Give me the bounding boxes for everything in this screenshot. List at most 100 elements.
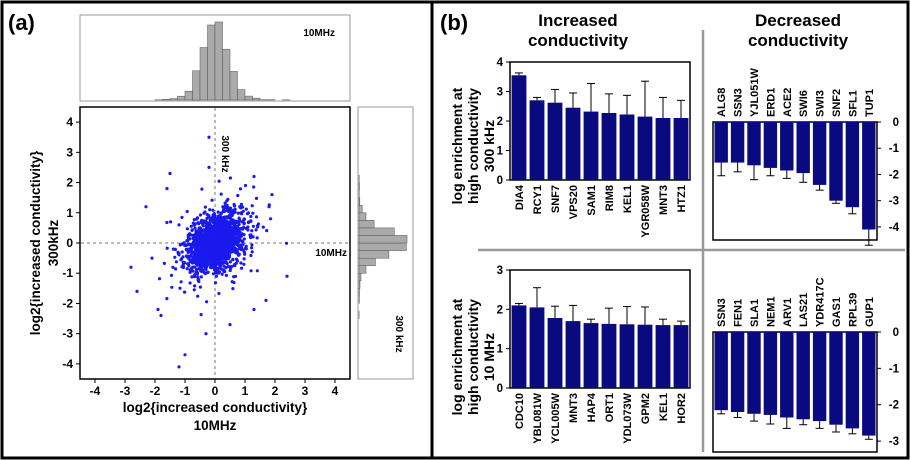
bar-chart-1: 0 1 2 3 4 DIA4 RCY1 SNF7 VPS20 SAM1 RIM8 KEL1 YGR058… [497,57,691,238]
scatter-point [220,216,224,220]
scatter-point [207,231,211,235]
scatter-point [209,219,213,223]
scatter-point [254,228,258,232]
scatter-point [199,313,203,317]
bar-category-label: NEM1 [765,296,777,327]
scatter-point [221,205,225,209]
bar-category-label: SSN3 [733,88,745,117]
scatter-point [220,234,224,239]
top-histogram [154,21,291,101]
top-histogram-label: 10MHz [303,28,335,39]
scatter-point [247,220,251,224]
scatter-point [197,262,201,266]
bar-category-label: YGR058W [640,184,652,237]
scatter-points [129,135,289,369]
scatter-point [233,230,237,235]
scatter-point [216,269,220,273]
scatter-point [223,230,227,235]
scatter-point [244,244,248,248]
bar-y-tick-label: -4 [889,222,900,234]
scatter-point [249,214,253,219]
bar [637,116,653,180]
scatter-point [171,265,175,269]
scatter-point [185,227,189,231]
bar [547,318,563,388]
scatter-point [223,238,227,242]
scatter-point [185,255,189,259]
bar [714,332,728,411]
scatter-point [227,229,231,233]
row-label-bottom-line2: high conductivity [465,299,481,415]
scatter-point [230,280,234,284]
top-histogram-bin [162,99,171,101]
scatter-point [204,332,208,336]
bar-y-tick-label: 0 [497,383,503,395]
scatter-point [229,217,233,221]
scatter-point [196,241,200,245]
scatter-point [250,246,254,250]
scatter-point [193,226,197,230]
bar-category-label: ACE2 [782,88,794,117]
bar [637,324,653,388]
x-tick-label: -3 [120,384,131,398]
bar-category-label: RIM8 [604,185,616,211]
scatter-point [214,249,219,253]
scatter-point [226,250,230,254]
scatter-point [203,210,207,214]
top-histogram-bin [237,89,246,101]
row-label-top-line1: log enrichment at [449,87,465,204]
scatter-point [184,247,188,251]
scatter-point [231,287,235,291]
right-histogram-bin [358,272,362,282]
right-histogram-bin [358,197,361,206]
scatter-point [213,216,218,220]
right-histogram-bin [358,265,367,274]
scatter-ylabel-sub: 300kHz [46,219,61,266]
y-tick-label: -1 [62,266,73,280]
scatter-point [223,261,227,265]
scatter-point [205,300,209,304]
scatter-point [195,272,199,276]
scatter-point [218,263,222,268]
scatter-point [255,236,259,240]
scatter-point [224,273,228,277]
scatter-point [250,250,254,254]
scatter-point [255,224,259,228]
scatter-point [165,220,169,225]
scatter-point [185,209,189,214]
scatter-point [244,247,248,251]
bar-category-label: ORT1 [604,393,616,422]
bar [862,332,876,436]
bar-charts: 0 1 2 3 4 DIA4 RCY1 SNF7 VPS20 SAM1 RIM8 KEL1 YGR058… [497,57,900,453]
scatter-point [242,257,246,261]
scatter-point [183,290,187,294]
right-histogram-bin [358,280,361,289]
scatter-point [237,219,241,224]
scatter-point [254,196,259,200]
header-increased-line2: conductivity [528,31,629,50]
bar [845,122,860,208]
bar-y-tick-label: -2 [889,400,899,412]
scatter-point [215,227,219,231]
scatter-point [212,261,216,265]
bar-y-tick-label: 2 [497,116,503,128]
bar [565,107,581,180]
bar-category-label: SLA1 [749,299,761,327]
scatter-point [225,254,229,258]
bar [565,321,581,388]
scatter-point [241,227,245,231]
scatter-point [194,246,198,250]
scatter-point [173,255,177,259]
scatter-point [182,241,186,245]
bar-category-label: RCY1 [532,185,544,214]
scatter-point [245,212,250,216]
scatter-point [233,274,238,278]
bar [511,305,527,388]
x-tick-label: 2 [272,384,279,398]
bar-y-tick-label: -1 [889,363,900,375]
right-histogram-bin [358,235,408,244]
bar [829,332,843,425]
scatter-point [195,217,199,221]
scatter-point [222,264,226,268]
panel-b-label: (b) [440,10,468,35]
